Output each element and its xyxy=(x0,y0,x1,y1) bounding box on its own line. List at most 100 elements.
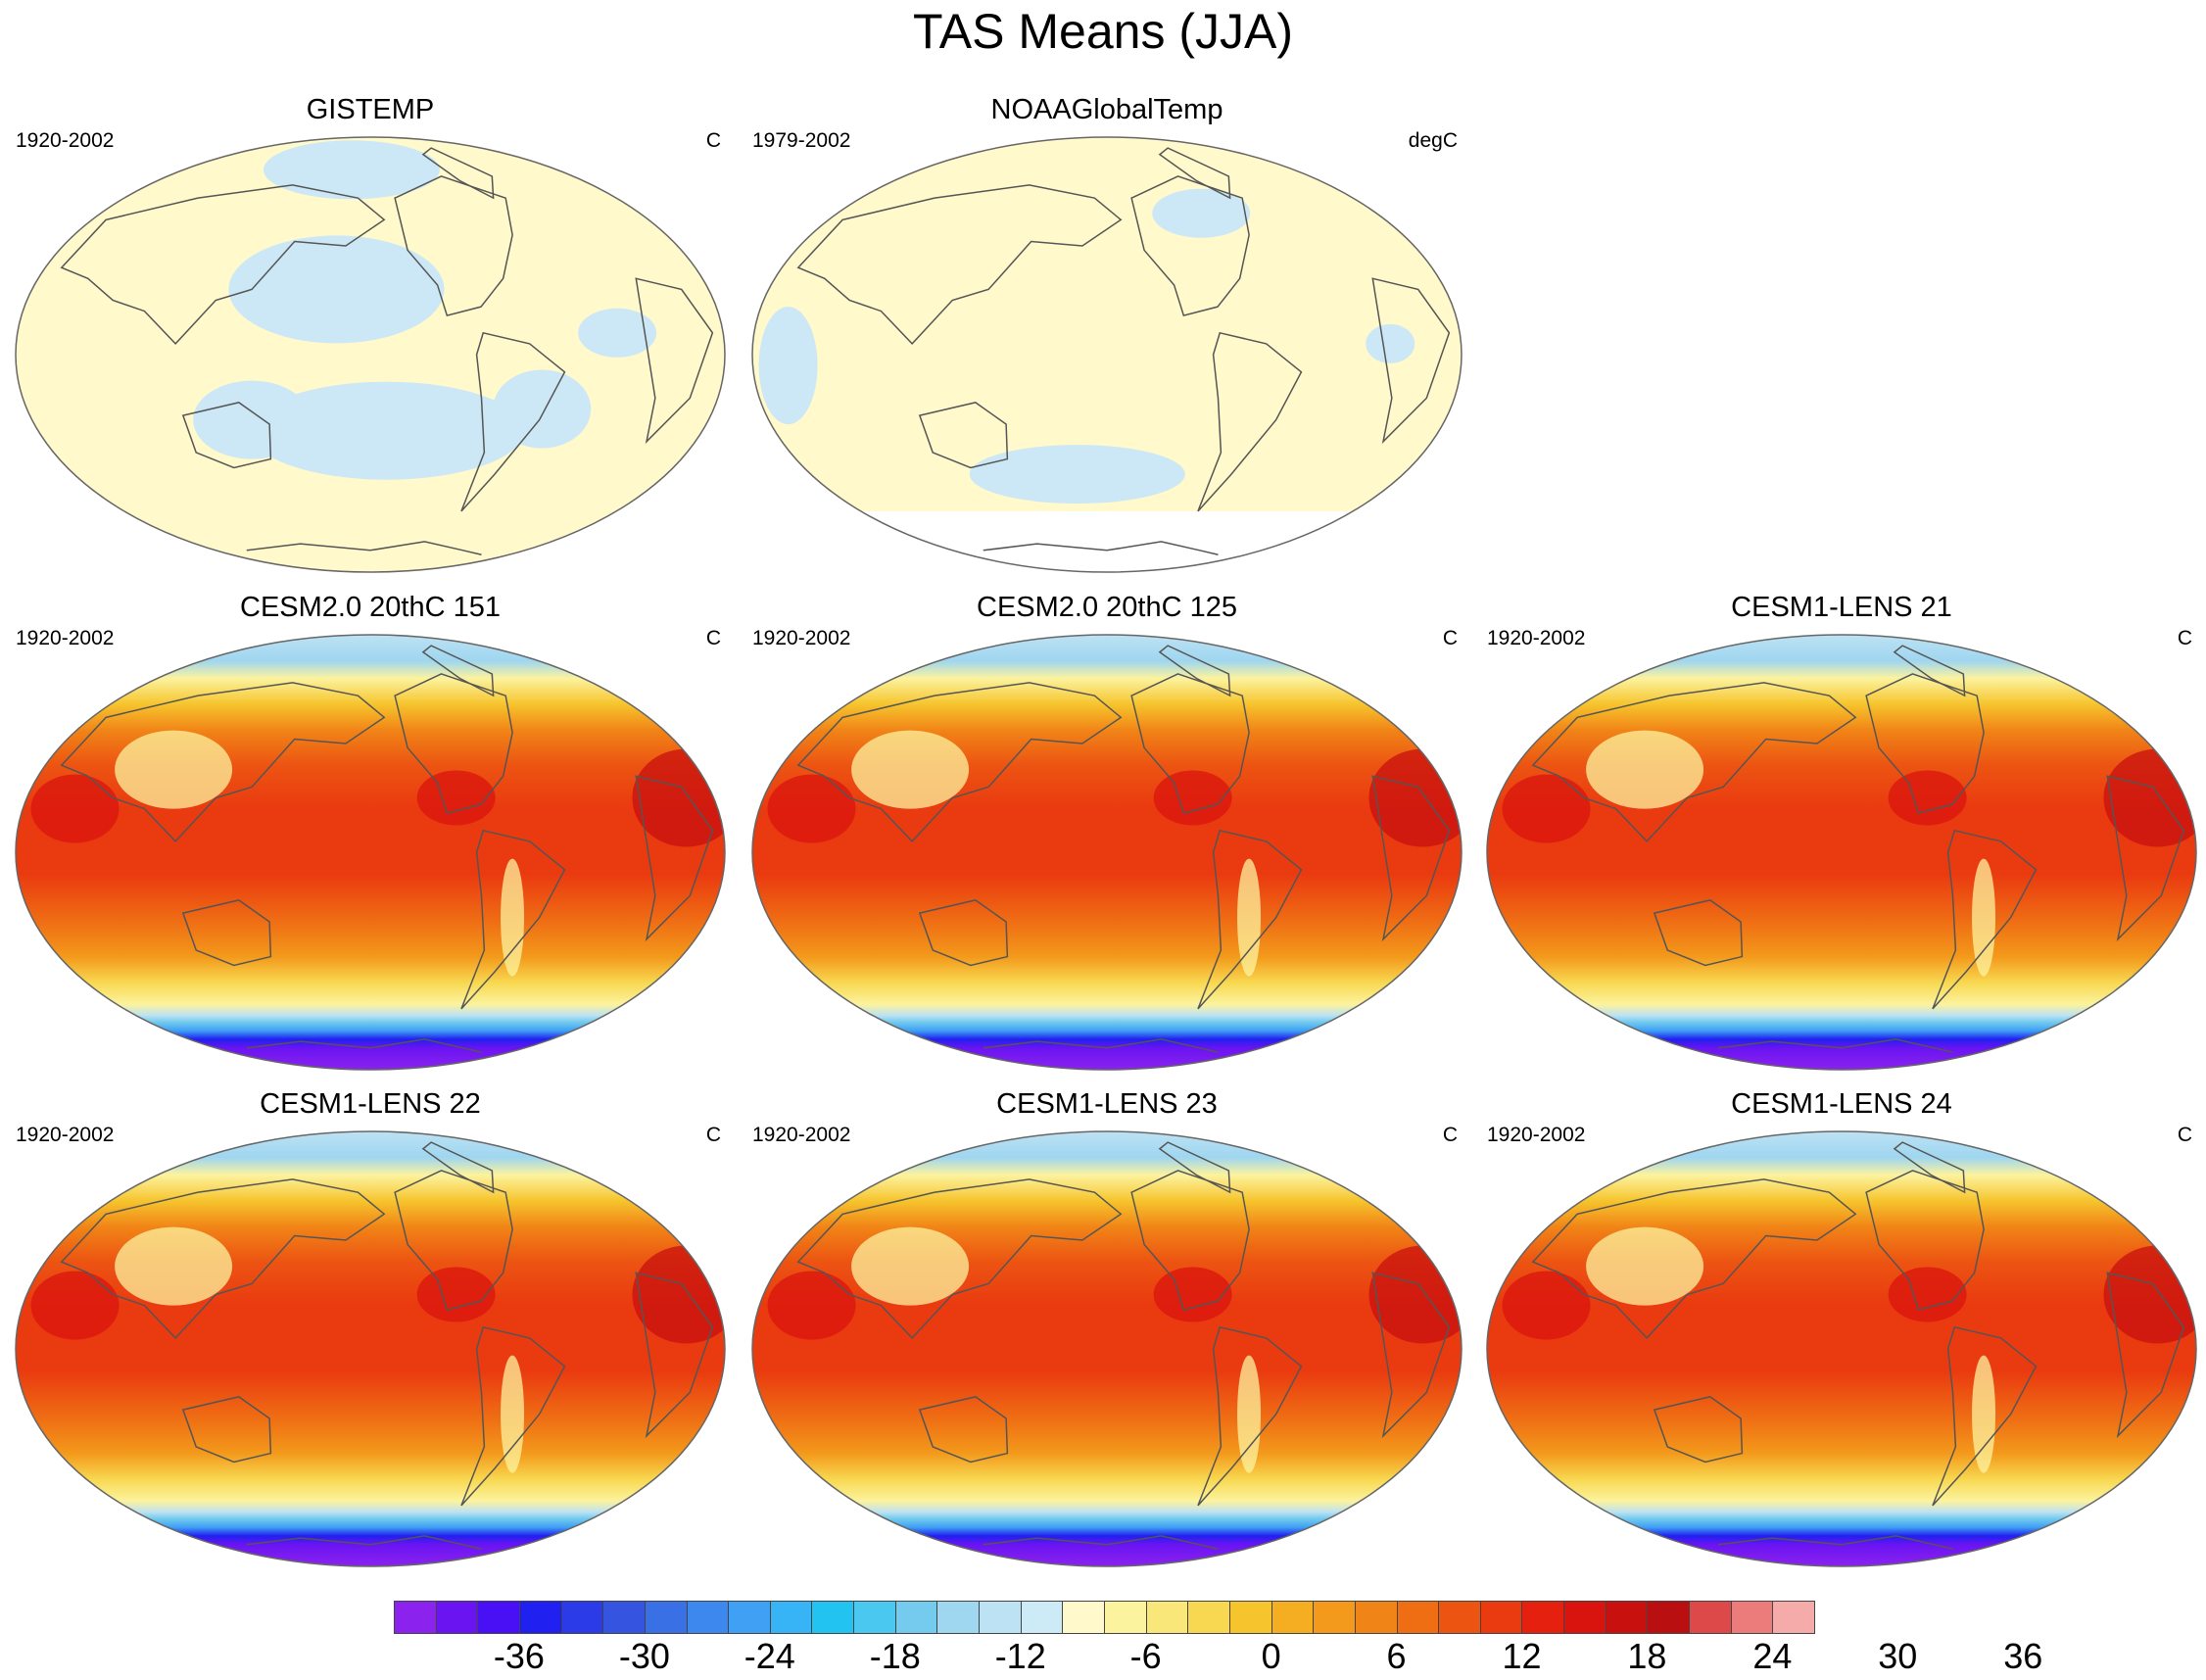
coastline xyxy=(983,541,1219,555)
coastline xyxy=(1717,1038,1953,1053)
panel-title: CESM1-LENS 23 xyxy=(996,1088,1218,1120)
colorbar-box xyxy=(1647,1601,1691,1634)
colorbar-box xyxy=(1104,1601,1147,1634)
colorbar-box xyxy=(1772,1601,1815,1634)
panel-title: GISTEMP xyxy=(306,94,435,125)
colorbar-box xyxy=(1062,1601,1105,1634)
coastline xyxy=(181,1396,272,1464)
coastline xyxy=(460,331,566,512)
colorbar-label: -6 xyxy=(1129,1636,1162,1676)
coastline xyxy=(60,1178,386,1339)
coastline xyxy=(1371,277,1451,445)
colorbar-box xyxy=(644,1601,688,1634)
panel-units: C xyxy=(2177,627,2192,649)
panel-years: 1920-2002 xyxy=(16,627,115,649)
coastline xyxy=(1932,1325,2038,1507)
map-border xyxy=(15,634,726,1071)
coastline xyxy=(1531,682,1857,842)
colorbar-box xyxy=(936,1601,981,1634)
coastline xyxy=(1197,331,1303,512)
coastline xyxy=(635,277,714,445)
colorbar-box xyxy=(560,1601,604,1634)
colorbar-box xyxy=(1730,1601,1774,1634)
colorbar-box xyxy=(477,1601,520,1634)
world-map xyxy=(751,634,1463,1071)
coastline xyxy=(1893,645,1966,697)
coastline xyxy=(796,1178,1123,1339)
map-border xyxy=(751,136,1463,573)
coastline xyxy=(181,899,272,967)
coastline xyxy=(635,1272,714,1439)
colorbar-box xyxy=(1313,1601,1356,1634)
panel-years: 1920-2002 xyxy=(1487,1124,1586,1146)
panel-years: 1920-2002 xyxy=(1487,627,1586,649)
map-border xyxy=(15,1130,726,1567)
panel-units: C xyxy=(1442,627,1458,649)
colorbar-box xyxy=(1438,1601,1481,1634)
colorbar-box xyxy=(1228,1601,1272,1634)
colorbar-box xyxy=(1396,1601,1440,1634)
world-map xyxy=(1486,634,2197,1071)
coastline xyxy=(60,184,386,345)
temperature-field xyxy=(752,635,1462,1070)
world-map xyxy=(15,136,726,573)
world-map xyxy=(751,1130,1463,1567)
colorbar-label: -30 xyxy=(618,1636,670,1676)
coastline xyxy=(1717,1535,1953,1550)
coastline xyxy=(421,645,495,697)
colorbar-label: 24 xyxy=(1752,1636,1793,1676)
world-map xyxy=(15,634,726,1071)
colorbar-box xyxy=(769,1601,813,1634)
coastline xyxy=(1158,147,1231,200)
colorbar-label: 6 xyxy=(1386,1636,1407,1676)
world-map xyxy=(1486,1130,2197,1567)
colorbar-box xyxy=(1689,1601,1732,1634)
colorbar-box xyxy=(435,1601,479,1634)
colorbar-box xyxy=(979,1601,1022,1634)
panel-years: 1920-2002 xyxy=(16,129,115,152)
panel-title: CESM1-LENS 22 xyxy=(260,1088,481,1120)
coastline xyxy=(181,402,272,469)
temperature-field xyxy=(16,137,725,572)
world-map xyxy=(15,1130,726,1567)
coastline xyxy=(983,1535,1219,1550)
colorbar-label: -12 xyxy=(994,1636,1046,1676)
colorbar-box xyxy=(1354,1601,1398,1634)
colorbar-box xyxy=(894,1601,938,1634)
panel-years: 1920-2002 xyxy=(16,1124,115,1146)
coastline xyxy=(1197,829,1303,1010)
map-panel: NOAAGlobalTemp 1979-2002 degC xyxy=(744,93,1469,583)
colorbar-box xyxy=(1271,1601,1315,1634)
temperature-field xyxy=(16,635,725,1070)
panel-title: CESM1-LENS 21 xyxy=(1731,592,1952,623)
colorbar-label: 0 xyxy=(1261,1636,1281,1676)
colorbar-box xyxy=(1605,1601,1649,1634)
coastline xyxy=(421,1141,495,1194)
coastline xyxy=(1893,1141,1966,1194)
panel-years: 1920-2002 xyxy=(752,627,851,649)
coastline xyxy=(421,147,495,200)
coastline xyxy=(918,899,1009,967)
coastline xyxy=(635,775,714,942)
colorbar-label: -18 xyxy=(869,1636,921,1676)
coastline xyxy=(60,682,386,842)
colorbar-box xyxy=(1187,1601,1230,1634)
colorbar-box xyxy=(1479,1601,1523,1634)
coastline xyxy=(1371,775,1451,942)
colorbar-label: 18 xyxy=(1627,1636,1667,1676)
map-border xyxy=(1486,1130,2197,1567)
panel-units: C xyxy=(2177,1124,2192,1146)
coastline xyxy=(1653,1396,1744,1464)
figure-title: TAS Means (JJA) xyxy=(912,4,1294,59)
coastline xyxy=(796,184,1123,345)
panel-title: CESM1-LENS 24 xyxy=(1731,1088,1952,1120)
panel-units: C xyxy=(705,1124,721,1146)
map-border xyxy=(1486,634,2197,1071)
panel-units: C xyxy=(705,129,721,152)
panel-title: CESM2.0 20thC 125 xyxy=(977,592,1237,623)
coastline xyxy=(1653,899,1744,967)
coastline xyxy=(246,1535,482,1550)
world-map xyxy=(751,136,1463,573)
temperature-field xyxy=(752,1131,1462,1566)
panel-units: degC xyxy=(1408,129,1458,152)
